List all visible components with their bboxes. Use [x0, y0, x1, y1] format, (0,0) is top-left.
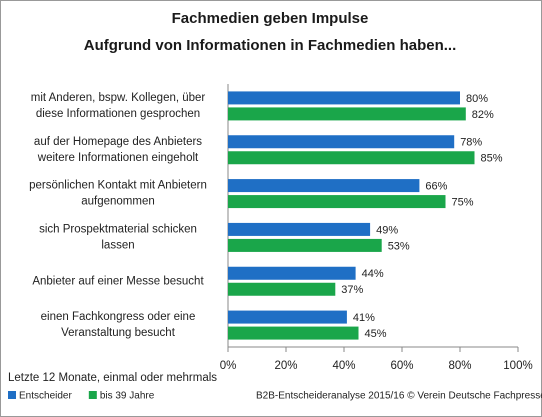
legend-swatch	[88, 391, 97, 399]
y-tick-label: Anbieter auf einer Messe besucht	[32, 275, 204, 287]
chart-title: Fachmedien geben Impulse	[172, 10, 369, 27]
value-label: 75%	[452, 196, 474, 208]
y-tick-label: mit Anderen, bspw. Kollegen, über	[31, 92, 206, 104]
value-label: 41%	[353, 312, 375, 324]
legend-label: bis 39 Jahre	[100, 391, 155, 402]
note: Letzte 12 Monate, einmal oder mehrmals	[8, 372, 217, 384]
bar	[228, 282, 336, 296]
x-tick-label: 60%	[390, 360, 413, 372]
bar	[228, 107, 466, 121]
bar	[228, 195, 446, 209]
bar	[228, 310, 347, 324]
x-tick-label: 0%	[220, 360, 237, 372]
x-tick-label: 20%	[274, 360, 297, 372]
legend-label: Entscheider	[19, 391, 72, 402]
bar	[228, 326, 359, 340]
value-label: 44%	[362, 268, 384, 280]
y-tick-label: diese Informationen gesprochen	[36, 108, 200, 120]
x-tick-label: 40%	[332, 360, 355, 372]
y-tick-label: persönlichen Kontakt mit Anbietern	[29, 180, 207, 192]
value-label: 80%	[466, 93, 488, 105]
value-label: 82%	[472, 109, 494, 121]
bar	[228, 135, 455, 149]
y-tick-label: Veranstaltung besucht	[61, 327, 176, 339]
y-tick-label: auf der Homepage des Anbieters	[34, 136, 202, 148]
value-label: 45%	[365, 328, 387, 340]
source: B2B-Entscheideranalyse 2015/16 © Verein …	[256, 391, 542, 402]
bar	[228, 91, 460, 105]
x-tick-label: 100%	[503, 360, 532, 372]
y-tick-label: einen Fachkongress oder eine	[41, 311, 196, 323]
value-label: 78%	[460, 137, 482, 149]
bar	[228, 179, 420, 193]
y-tick-label: lassen	[101, 239, 134, 251]
value-label: 66%	[425, 180, 447, 192]
y-tick-label: aufgenommen	[81, 196, 155, 208]
chart-subtitle: Aufgrund von Informationen in Fachmedien…	[84, 37, 457, 54]
bar	[228, 266, 356, 280]
bar	[228, 151, 475, 165]
bar	[228, 238, 382, 252]
x-tick-label: 80%	[448, 360, 471, 372]
y-tick-label: sich Prospektmaterial schicken	[39, 223, 197, 235]
value-label: 37%	[341, 284, 363, 296]
y-tick-label: weitere Informationen eingeholt	[37, 152, 199, 164]
value-label: 53%	[388, 240, 410, 252]
bar	[228, 222, 371, 236]
value-label: 85%	[481, 153, 503, 165]
legend-swatch	[8, 391, 16, 399]
value-label: 49%	[376, 224, 398, 236]
